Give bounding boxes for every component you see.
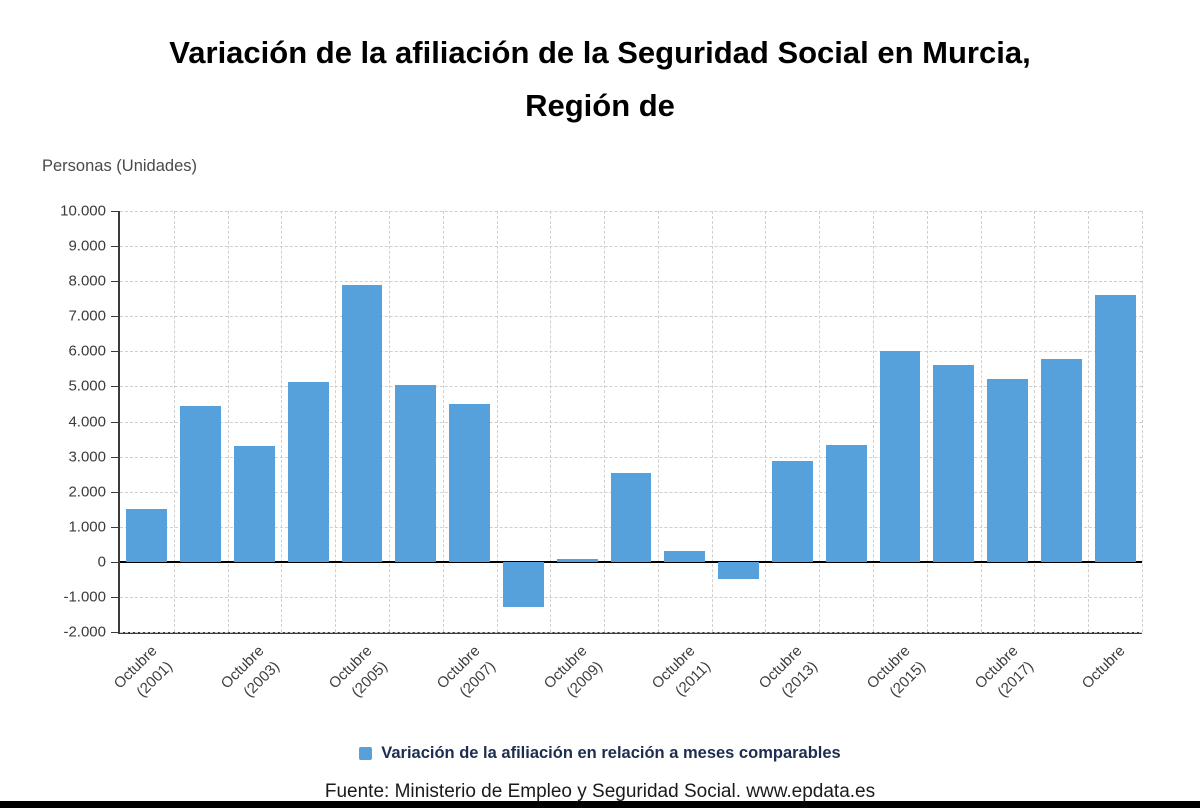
y-tick-label: 2.000	[68, 483, 106, 501]
bar[interactable]	[126, 509, 168, 562]
y-tick-label: 0	[97, 553, 106, 571]
y-tick-mark	[111, 211, 118, 212]
y-tick-label: 1.000	[68, 518, 106, 536]
bar[interactable]	[933, 365, 975, 562]
x-tick-label: Octubre (2017)	[971, 642, 1037, 701]
y-tick-label: 4.000	[68, 413, 106, 430]
horizontal-gridline	[120, 246, 1142, 248]
horizontal-gridline	[120, 632, 1142, 633]
x-tick-label: Octubre (2013)	[756, 642, 822, 701]
x-tick-label: Octubre (2005)	[325, 642, 391, 701]
bar[interactable]	[1094, 295, 1136, 562]
legend-item[interactable]: Variación de la afiliación en relación a…	[0, 744, 1200, 763]
bar[interactable]	[395, 385, 437, 562]
y-tick-mark	[111, 491, 118, 493]
bar[interactable]	[341, 284, 383, 562]
legend-swatch-icon	[359, 747, 373, 760]
legend-label: Variación de la afiliación en relación a…	[381, 744, 841, 762]
zero-axis-line	[120, 560, 1142, 563]
horizontal-gridline	[120, 386, 1142, 388]
horizontal-gridline	[120, 281, 1142, 283]
vertical-gridline	[1142, 211, 1143, 632]
y-tick-label: 5.000	[68, 377, 106, 395]
horizontal-gridline	[120, 456, 1142, 458]
y-tick-label: 7.000	[68, 307, 106, 325]
bar[interactable]	[556, 559, 598, 562]
y-tick-label: 6.000	[68, 342, 106, 360]
y-tick-mark	[111, 561, 118, 563]
x-tick-label: Octubre (2003)	[218, 642, 284, 701]
y-tick-mark	[111, 526, 118, 528]
horizontal-gridline	[120, 351, 1142, 353]
bar[interactable]	[234, 446, 275, 562]
y-axis-title: Personas (Unidades)	[42, 157, 197, 175]
y-tick-label: -1.000	[63, 588, 106, 606]
bar[interactable]	[287, 382, 329, 562]
y-tick-label: 8.000	[68, 272, 106, 290]
bar[interactable]	[718, 561, 759, 580]
chart-title: Variación de la afiliación de la Segurid…	[0, 26, 1200, 132]
y-tick-mark	[111, 632, 118, 633]
bar[interactable]	[1040, 359, 1082, 562]
y-tick-mark	[111, 456, 118, 458]
y-tick-mark	[111, 596, 118, 598]
horizontal-gridline	[120, 421, 1142, 423]
y-tick-mark	[111, 246, 118, 248]
plot-area: 10.000 9.000 8.000 7.000 6.000 5.000 4.000 3.00…	[60, 203, 1143, 700]
horizontal-gridline	[120, 211, 1142, 212]
x-tick-label: Octubre (2015)	[863, 642, 929, 701]
x-tick-label: Octubre	[1078, 642, 1129, 693]
bar[interactable]	[180, 405, 222, 562]
bar[interactable]	[449, 403, 491, 562]
y-tick-mark	[111, 351, 118, 353]
bar[interactable]	[825, 445, 867, 562]
footer-source: Fuente: Ministerio de Empleo y Seguridad…	[324, 781, 876, 802]
x-tick-label: Octubre (2001)	[110, 642, 176, 701]
y-tick-mark	[111, 421, 118, 423]
x-tick-label: Octubre (2007)	[433, 642, 499, 701]
y-tick-mark	[111, 281, 118, 283]
y-tick-mark	[111, 386, 118, 388]
bar[interactable]	[879, 351, 921, 562]
y-tick-label: 10.000	[60, 202, 106, 220]
horizontal-gridline	[120, 316, 1142, 318]
horizontal-gridline	[120, 596, 1142, 598]
y-tick-label: 9.000	[68, 237, 106, 255]
bar[interactable]	[502, 561, 544, 608]
y-tick-label: -2.000	[63, 623, 106, 641]
bar[interactable]	[664, 551, 706, 562]
y-tick-mark	[111, 316, 118, 318]
x-tick-label: Octubre (2009)	[540, 642, 607, 701]
chart-title-line1: Variación de la afiliación de la Segurid…	[169, 35, 1031, 70]
bottom-bar	[0, 801, 1200, 808]
chart-title-line2: Región de	[525, 88, 675, 123]
bar[interactable]	[610, 473, 652, 562]
bar[interactable]	[987, 379, 1028, 562]
x-tick-label: Octubre (2011)	[648, 642, 714, 700]
bar[interactable]	[771, 461, 813, 562]
y-tick-label: 3.000	[68, 448, 106, 466]
